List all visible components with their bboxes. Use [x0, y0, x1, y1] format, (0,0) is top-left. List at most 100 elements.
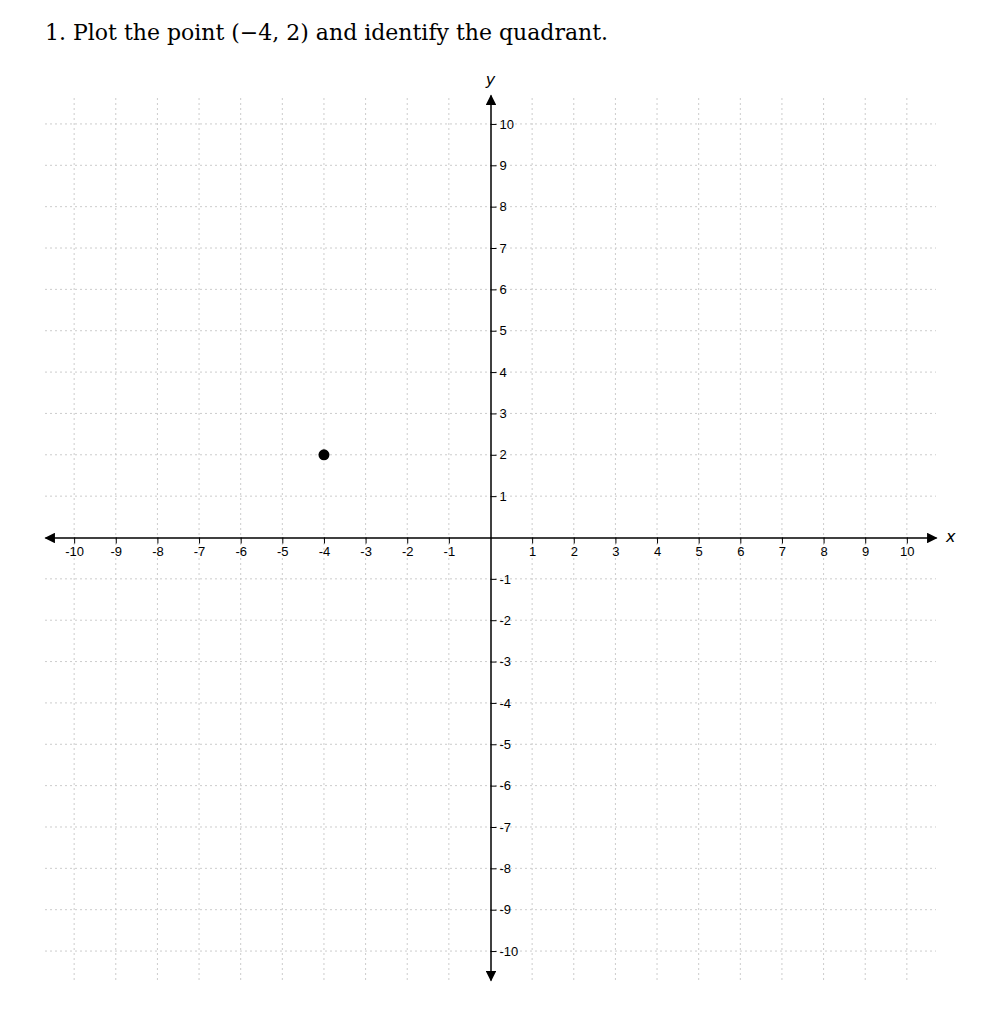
- tick-mark: [907, 538, 908, 544]
- tick-label: 7: [500, 241, 507, 256]
- tick-mark: [782, 538, 783, 544]
- tick-mark: [491, 868, 497, 869]
- tick-mark: [282, 538, 283, 544]
- tick: 1: [491, 489, 507, 504]
- tick-label: 3: [612, 544, 619, 559]
- tick: 6: [737, 538, 744, 559]
- tick-mark: [491, 620, 497, 621]
- tick-label: -4: [500, 696, 512, 711]
- tick-mark: [449, 538, 450, 544]
- tick: -6: [235, 538, 247, 559]
- tick-mark: [116, 538, 117, 544]
- tick-mark: [157, 538, 158, 544]
- tick-label: 6: [737, 544, 744, 559]
- tick-mark: [491, 910, 497, 911]
- tick-mark: [824, 538, 825, 544]
- tick-label: 5: [696, 544, 703, 559]
- tick-label: 4: [654, 544, 661, 559]
- tick: -2: [402, 538, 414, 559]
- tick-mark: [491, 951, 497, 952]
- tick: 5: [491, 323, 507, 338]
- tick: -8: [491, 861, 512, 876]
- tick-label: 2: [571, 544, 578, 559]
- tick-mark: [491, 579, 497, 580]
- tick: 7: [779, 538, 786, 559]
- tick: -1: [491, 572, 512, 587]
- tick-label: -3: [500, 654, 512, 669]
- tick-label: 3: [500, 406, 507, 421]
- tick: -2: [491, 613, 512, 628]
- tick: -9: [491, 902, 512, 917]
- tick: -10: [491, 944, 519, 959]
- tick: 8: [491, 199, 507, 214]
- tick-mark: [324, 538, 325, 544]
- tick-mark: [491, 207, 497, 208]
- tick: 10: [491, 117, 514, 132]
- tick: 9: [862, 538, 869, 559]
- tick-mark: [74, 538, 75, 544]
- tick: 4: [491, 365, 507, 380]
- tick-label: -6: [235, 544, 247, 559]
- tick-mark: [491, 703, 497, 704]
- tick-mark: [657, 538, 658, 544]
- tick: -1: [444, 538, 456, 559]
- tick-mark: [199, 538, 200, 544]
- tick: 2: [571, 538, 578, 559]
- tick: -4: [319, 538, 331, 559]
- tick-label: 8: [500, 199, 507, 214]
- tick-label: -1: [500, 572, 512, 587]
- tick-label: 8: [820, 544, 827, 559]
- tick: -10: [65, 538, 84, 559]
- tick-label: -9: [500, 902, 512, 917]
- tick-mark: [241, 538, 242, 544]
- tick-label: 9: [862, 544, 869, 559]
- tick-label: -4: [319, 544, 331, 559]
- tick: 4: [654, 538, 661, 559]
- tick: 1: [529, 538, 536, 559]
- tick-mark: [865, 538, 866, 544]
- tick-label: 9: [500, 158, 507, 173]
- tick-label: 10: [500, 117, 514, 132]
- tick-mark: [574, 538, 575, 544]
- tick-label: -2: [500, 613, 512, 628]
- tick: -5: [277, 538, 289, 559]
- tick: -3: [491, 654, 512, 669]
- tick: 3: [612, 538, 619, 559]
- tick-mark: [491, 455, 497, 456]
- tick-mark: [491, 744, 497, 745]
- tick-label: -9: [110, 544, 122, 559]
- tick-mark: [491, 786, 497, 787]
- tick-label: -2: [402, 544, 414, 559]
- tick-label: 4: [500, 365, 507, 380]
- tick-mark: [491, 372, 497, 373]
- tick-label: -1: [444, 544, 456, 559]
- tick-mark: [491, 662, 497, 663]
- tick-label: 2: [500, 447, 507, 462]
- tick: -6: [491, 778, 512, 793]
- tick-mark: [740, 538, 741, 544]
- point: [318, 449, 329, 460]
- tick-mark: [366, 538, 367, 544]
- tick-mark: [699, 538, 700, 544]
- tick: -5: [491, 737, 512, 752]
- tick-label: -8: [500, 861, 512, 876]
- tick: 10: [900, 538, 914, 559]
- axis-line: [490, 96, 492, 981]
- tick: 3: [491, 406, 507, 421]
- tick-mark: [491, 124, 497, 125]
- tick: 2: [491, 447, 507, 462]
- tick: -7: [194, 538, 206, 559]
- tick: -4: [491, 696, 512, 711]
- tick-label: 6: [500, 282, 507, 297]
- tick-label: 1: [500, 489, 507, 504]
- tick-mark: [615, 538, 616, 544]
- tick-label: -5: [500, 737, 512, 752]
- chart: 1. Plot the point (−4, 2) and identify t…: [0, 0, 986, 1015]
- tick-label: 7: [779, 544, 786, 559]
- y-axis-label: y: [485, 70, 496, 89]
- title: 1. Plot the point (−4, 2) and identify t…: [45, 20, 608, 45]
- y-axis: -10-9-8-7-6-5-4-3-2-112345678910: [491, 96, 519, 981]
- tick-label: 10: [900, 544, 914, 559]
- tick: -8: [152, 538, 164, 559]
- tick-label: -10: [65, 544, 84, 559]
